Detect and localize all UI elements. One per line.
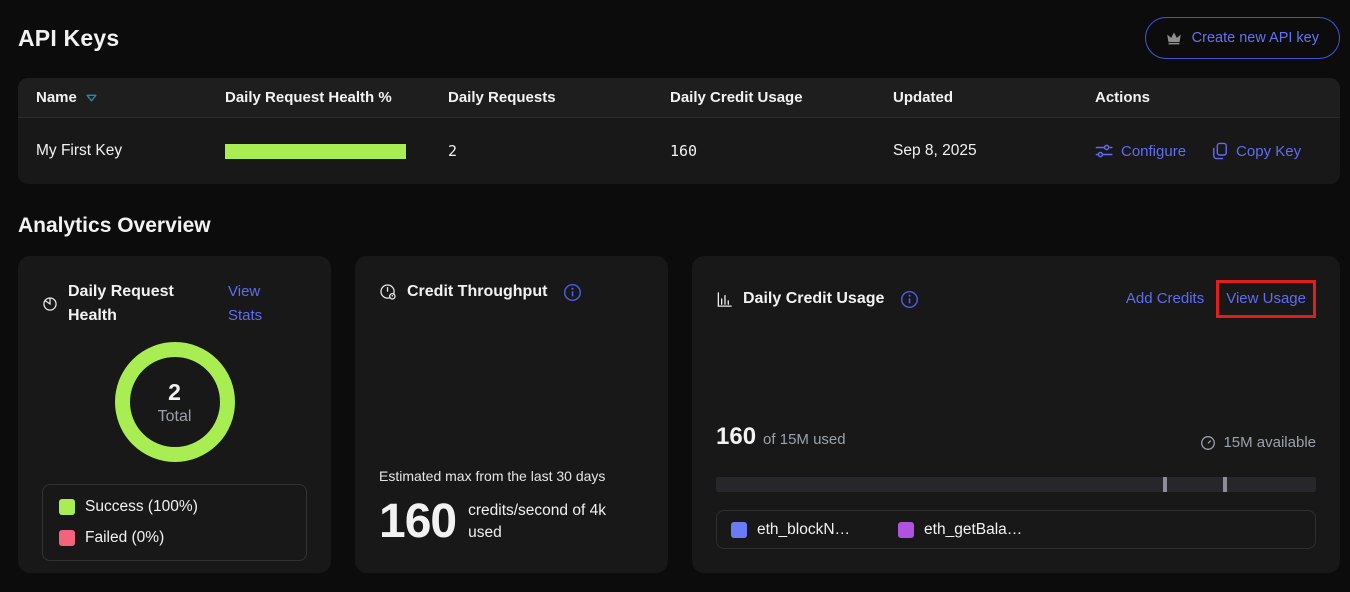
daily-credit-usage-card: Daily Credit Usage Add Credits View Usag… <box>692 256 1340 573</box>
health-bar <box>225 143 406 159</box>
annotation-highlight: View Usage <box>1216 280 1316 318</box>
analytics-overview-title: Analytics Overview <box>18 214 211 237</box>
api-keys-header: API Keys Create new API key <box>18 14 1340 62</box>
crown-icon <box>1166 31 1182 45</box>
copy-key-button[interactable]: Copy Key <box>1212 142 1301 160</box>
card-title: Daily Request Health <box>68 283 174 324</box>
throughput-value-suffix: credits/second of 4k used <box>468 501 606 541</box>
daily-credit-usage-value: 160 <box>670 142 698 160</box>
credits-used: 160 of 15M used <box>716 423 846 451</box>
create-api-key-button[interactable]: Create new API key <box>1144 17 1340 59</box>
dashboard-page: API Keys Create new API key Name Daily R… <box>18 14 1340 573</box>
sliders-icon <box>1095 143 1113 159</box>
legend-item-eth-getbalance: eth_getBala… <box>898 521 1022 539</box>
configure-label: Configure <box>1121 142 1187 160</box>
column-actions: Actions <box>1095 89 1151 106</box>
bar-chart-icon <box>716 291 733 308</box>
eth-getbalance-label: eth_getBala… <box>924 520 1023 538</box>
row-actions: Configure Copy Key <box>1095 142 1322 160</box>
credits-available: 15M available <box>1200 434 1316 451</box>
column-daily-credit-usage: Daily Credit Usage <box>670 89 803 106</box>
updated-value: Sep 8, 2025 <box>893 142 977 159</box>
card-title: Credit Throughput <box>407 283 548 300</box>
success-swatch <box>59 499 75 515</box>
health-bar-cell <box>225 143 448 159</box>
daily-request-health-card: Daily Request Health View Stats 2 Total … <box>18 256 331 573</box>
column-health: Daily Request Health % <box>225 89 392 106</box>
copy-key-label: Copy Key <box>1236 142 1302 160</box>
copy-icon <box>1212 142 1228 160</box>
eth-blocknumber-label: eth_blockN… <box>757 520 851 538</box>
throughput-value: 160 <box>379 495 457 548</box>
progress-marker <box>1163 477 1167 492</box>
create-api-key-label: Create new API key <box>1191 30 1319 46</box>
daily-requests-value: 2 <box>448 142 458 160</box>
pie-chart-icon <box>42 296 58 312</box>
legend-item-eth-blocknumber: eth_blockN… <box>731 521 850 539</box>
column-daily-requests: Daily Requests <box>448 89 556 106</box>
gauge-icon <box>379 283 397 301</box>
configure-button[interactable]: Configure <box>1095 143 1186 160</box>
page-title: API Keys <box>18 24 120 51</box>
donut-total-label: Total <box>157 407 192 425</box>
usage-summary-row: 160 of 15M used 15M available <box>716 423 1316 451</box>
table-header-row: Name Daily Request Health % Daily Reques… <box>18 78 1340 118</box>
view-stats-link[interactable]: View Stats <box>228 283 263 324</box>
method-legend: eth_blockN… eth_getBala… <box>716 510 1316 549</box>
info-icon[interactable] <box>900 290 919 309</box>
view-usage-link[interactable]: View Usage <box>1226 290 1306 307</box>
analytics-cards: Daily Request Health View Stats 2 Total … <box>18 256 1340 573</box>
donut-ring: 2 Total <box>114 342 235 462</box>
failed-swatch <box>59 530 75 546</box>
throughput-subtitle: Estimated max from the last 30 days <box>379 468 606 484</box>
progress-marker <box>1223 477 1227 492</box>
card-header: Credit Throughput <box>379 280 644 304</box>
eth-getbalance-swatch <box>898 521 915 538</box>
column-updated: Updated <box>893 89 953 106</box>
meter-icon <box>1200 435 1216 451</box>
donut-total-value: 2 <box>168 378 181 405</box>
success-label: Success (100%) <box>85 498 198 515</box>
card-title: Daily Credit Usage <box>743 290 885 307</box>
legend-item-failed: Failed (0%) <box>59 529 290 547</box>
sort-chevron-icon[interactable] <box>85 93 98 103</box>
column-name[interactable]: Name <box>36 89 225 106</box>
api-key-name: My First Key <box>36 142 123 159</box>
throughput-value-row: 160 credits/second of 4k used <box>379 494 644 549</box>
table-row[interactable]: My First Key 2 160 Sep 8, 2025 Configure <box>18 118 1340 184</box>
throughput-summary: Estimated max from the last 30 days 160 … <box>379 468 644 549</box>
legend-item-success: Success (100%) <box>59 498 290 516</box>
card-header: Daily Request Health View Stats <box>42 280 307 328</box>
api-keys-table: Name Daily Request Health % Daily Reques… <box>18 78 1340 184</box>
failed-label: Failed (0%) <box>85 529 165 546</box>
column-name-label: Name <box>36 89 77 106</box>
info-icon[interactable] <box>563 283 582 302</box>
eth-blocknumber-swatch <box>731 521 747 538</box>
credit-throughput-card: Credit Throughput Estimated max from the… <box>355 256 668 573</box>
card-links: Add Credits View Usage <box>1126 280 1316 318</box>
add-credits-link[interactable]: Add Credits <box>1125 290 1205 307</box>
request-health-donut: 2 Total <box>42 342 307 462</box>
health-legend: Success (100%) Failed (0%) <box>42 484 307 561</box>
credits-used-suffix: of 15M used <box>763 431 846 448</box>
credits-available-label: 15M available <box>1223 434 1316 451</box>
card-header: Daily Credit Usage Add Credits View Usag… <box>716 280 1316 318</box>
credits-used-value: 160 <box>716 423 757 450</box>
credit-usage-progress-bar <box>716 477 1316 492</box>
